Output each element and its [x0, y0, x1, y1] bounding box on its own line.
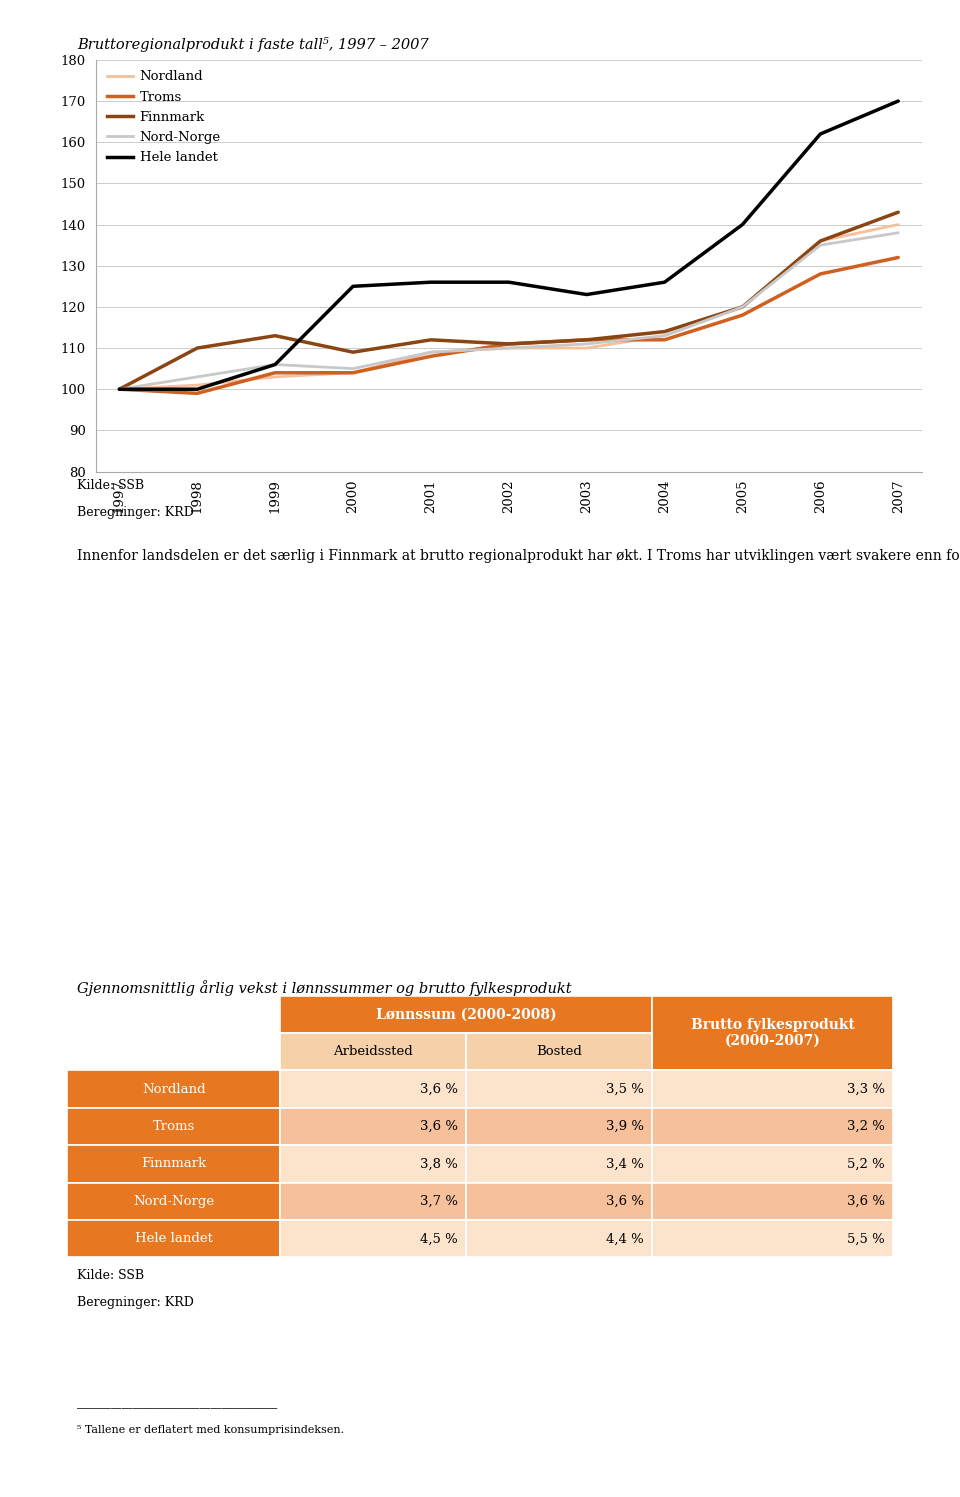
- Text: 3,5 %: 3,5 %: [607, 1082, 644, 1096]
- Text: 3,9 %: 3,9 %: [606, 1120, 644, 1133]
- Text: 4,5 %: 4,5 %: [420, 1232, 458, 1246]
- Text: 3,4 %: 3,4 %: [607, 1157, 644, 1171]
- Text: Hele landet: Hele landet: [134, 1232, 213, 1246]
- Bar: [280, 1070, 467, 1108]
- Text: 3,6 %: 3,6 %: [420, 1120, 458, 1133]
- Text: 3,6 %: 3,6 %: [606, 1195, 644, 1208]
- Text: Arbeidssted: Arbeidssted: [333, 1045, 413, 1058]
- Text: 3,2 %: 3,2 %: [847, 1120, 884, 1133]
- Bar: [67, 1220, 280, 1257]
- Bar: [67, 1033, 280, 1070]
- Bar: [67, 1145, 280, 1183]
- Text: ⁵ Tallene er deflatert med konsumprisindeksen.: ⁵ Tallene er deflatert med konsumprisind…: [77, 1425, 344, 1436]
- Bar: [467, 1033, 653, 1070]
- Text: Kilde: SSB: Kilde: SSB: [77, 479, 144, 493]
- Bar: [67, 1070, 280, 1108]
- Bar: [280, 1145, 467, 1183]
- Bar: [280, 1220, 467, 1257]
- Text: Beregninger: KRD: Beregninger: KRD: [77, 506, 194, 519]
- Bar: [280, 996, 653, 1033]
- Text: Gjennomsnittlig årlig vekst i lønnssummer og brutto fylkesprodukt: Gjennomsnittlig årlig vekst i lønnssumme…: [77, 981, 571, 997]
- Text: Finnmark: Finnmark: [141, 1157, 206, 1171]
- Text: 3,3 %: 3,3 %: [847, 1082, 884, 1096]
- Text: Innenfor landsdelen er det særlig i Finnmark at brutto regionalprodukt har økt. : Innenfor landsdelen er det særlig i Finn…: [77, 546, 960, 563]
- Bar: [653, 1183, 893, 1220]
- Text: 5,5 %: 5,5 %: [847, 1232, 884, 1246]
- Bar: [280, 1108, 467, 1145]
- Text: Nordland: Nordland: [142, 1082, 205, 1096]
- Text: Troms: Troms: [153, 1120, 195, 1133]
- Text: Nord-Norge: Nord-Norge: [133, 1195, 214, 1208]
- Text: 3,8 %: 3,8 %: [420, 1157, 458, 1171]
- Bar: [467, 1220, 653, 1257]
- Text: 20: 20: [471, 1458, 489, 1473]
- Text: Bruttoregionalprodukt i faste tall⁵, 1997 – 2007: Bruttoregionalprodukt i faste tall⁵, 199…: [77, 37, 428, 52]
- Bar: [67, 996, 280, 1033]
- Text: Bosted: Bosted: [537, 1045, 583, 1058]
- Bar: [467, 1108, 653, 1145]
- Bar: [653, 1145, 893, 1183]
- Text: 5,2 %: 5,2 %: [847, 1157, 884, 1171]
- Bar: [280, 1033, 467, 1070]
- Text: 4,4 %: 4,4 %: [607, 1232, 644, 1246]
- Bar: [653, 996, 893, 1070]
- Bar: [467, 1070, 653, 1108]
- Bar: [653, 1108, 893, 1145]
- Text: 3,6 %: 3,6 %: [420, 1082, 458, 1096]
- Bar: [280, 1183, 467, 1220]
- Bar: [653, 1220, 893, 1257]
- Text: Kilde: SSB: Kilde: SSB: [77, 1269, 144, 1283]
- Text: 3,6 %: 3,6 %: [847, 1195, 884, 1208]
- Legend: Nordland, Troms, Finnmark, Nord-Norge, Hele landet: Nordland, Troms, Finnmark, Nord-Norge, H…: [103, 66, 225, 169]
- Text: 3,7 %: 3,7 %: [420, 1195, 458, 1208]
- Text: Beregninger: KRD: Beregninger: KRD: [77, 1296, 194, 1310]
- Bar: [467, 1145, 653, 1183]
- Text: Lønnssum (2000-2008): Lønnssum (2000-2008): [376, 1007, 557, 1021]
- Bar: [67, 1183, 280, 1220]
- Text: Brutto fylkesprodukt
(2000-2007): Brutto fylkesprodukt (2000-2007): [690, 1018, 854, 1048]
- Text: ――――――――――――――――――: ――――――――――――――――――: [77, 1403, 277, 1413]
- Bar: [67, 1108, 280, 1145]
- Bar: [467, 1183, 653, 1220]
- Bar: [653, 1070, 893, 1108]
